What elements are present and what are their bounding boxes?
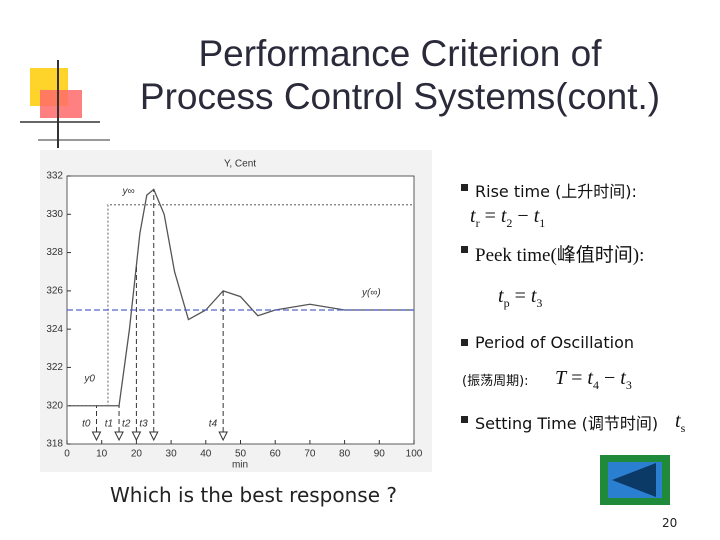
y-tick-label: 318 [46,439,63,450]
time-arrow [148,431,159,442]
time-arrow [91,431,102,442]
bullet-text: Rise time (上升时间): [475,182,637,201]
logo-square [40,90,82,118]
formula-subscript: s [680,421,686,435]
formula-text: − [512,205,534,227]
page-number: 20 [662,516,678,530]
formula-subscript: r [475,216,480,230]
bullet-text: Peek time(峰值时间): [475,245,645,266]
x-tick-label: 50 [235,449,247,460]
title-line: Process Control Systems(cont.) [139,76,661,117]
annotation: y0 [83,374,95,385]
x-tick-label: 20 [131,449,143,460]
time-label: t4 [209,419,218,430]
time-label: t0 [82,419,91,430]
formula-symbol: t [500,205,507,227]
series-line [67,188,414,407]
formula-symbol: t [675,410,681,432]
formula: T = t4 − t3 [555,367,632,393]
formula-text: = [566,367,588,389]
formula-symbol: T [555,367,567,389]
formula-symbol: t [587,367,593,389]
formula-text: − [598,367,621,389]
question: Which is the best response ? [110,483,397,507]
slide-title: Performance Criterion of Process Control … [100,32,700,118]
y-tick-label: 326 [46,285,63,296]
time-label: t1 [105,419,113,430]
bullet-marker [461,339,468,346]
formula: tr = t2 − t1 [470,205,545,231]
y-tick-label: 332 [46,171,63,182]
bullet-marker [461,416,468,423]
formula-text: = [509,285,531,307]
x-tick-label: 80 [339,449,351,460]
formula-subscript: p [503,296,510,310]
formula-subscript: 3 [625,378,632,392]
formula: tp = t3 [498,285,542,311]
nav-arrow[interactable] [612,463,656,497]
formula-subscript: 3 [536,296,543,310]
formula: ts [675,410,685,436]
y-tick-label: 330 [46,209,63,220]
formula-subscript: 1 [539,216,546,230]
time-label: t2 [122,419,131,430]
annotation: y∞ [122,186,135,197]
formula-symbol: t [533,205,540,227]
time-label: t3 [139,419,148,430]
y-tick-label: 328 [46,247,63,258]
bullet-text: Period of Oscillation [475,333,634,352]
x-tick-label: 100 [406,449,423,460]
formula-symbol: t [498,285,504,307]
series-line [67,204,414,407]
x-tick-label: 10 [96,449,108,460]
x-tick-label: 90 [374,449,386,460]
x-tick-label: 30 [166,449,178,460]
formula-subscript: 4 [592,378,599,392]
bullet-note: (振荡周期): [462,374,529,389]
time-arrow [218,431,228,442]
formula-symbol: t [530,285,537,307]
x-axis-label: min [232,460,248,471]
formula-text: = [479,205,501,227]
chart-title: Y, Cent [224,159,256,170]
bullet-text: Setting Time (调节时间) [475,414,659,433]
formula-subscript: 2 [506,216,513,230]
title-line: Performance Criterion of [198,33,602,74]
x-tick-label: 60 [270,449,282,460]
y-tick-label: 320 [46,400,63,411]
x-tick-label: 40 [200,449,212,460]
y-tick-label: 324 [46,324,63,335]
bullet-marker [461,246,468,253]
y-tick-label: 322 [46,362,63,373]
bullet-marker [461,184,468,191]
x-tick-label: 70 [304,449,316,460]
formula-symbol: t [470,205,476,227]
annotation: y(∞) [361,287,381,298]
x-tick-label: 0 [64,449,70,460]
time-arrow [114,431,124,442]
time-arrow [131,431,142,442]
formula-symbol: t [620,367,626,389]
